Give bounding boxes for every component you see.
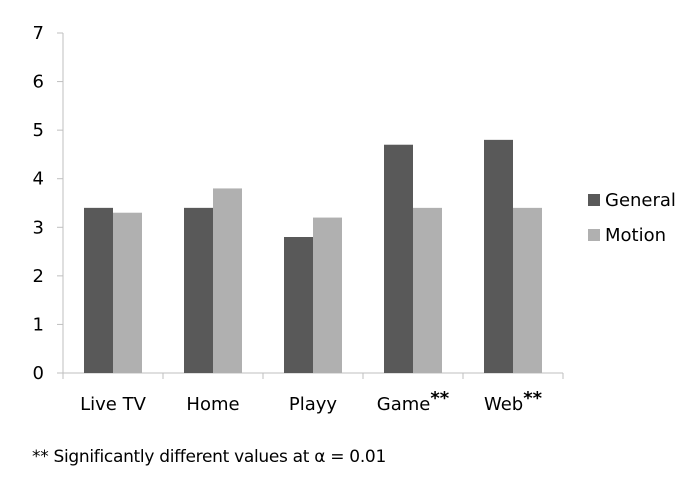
bar-motion (413, 207, 442, 373)
bar-motion (213, 188, 242, 373)
significance-marker: ** (523, 388, 542, 409)
y-tick-label: 6 (33, 72, 44, 93)
y-tick-label: 0 (33, 363, 44, 384)
legend-label-general: General (605, 190, 676, 211)
bar-general (384, 144, 413, 373)
significance-marker: ** (430, 388, 449, 409)
bar-motion (313, 217, 342, 373)
x-tick-labels: Live TV Home Playy Game** Web** (80, 388, 543, 415)
legend: General Motion (588, 190, 676, 246)
legend-swatch-general (588, 194, 600, 206)
x-axis (62, 372, 564, 379)
legend-swatch-motion (588, 229, 600, 241)
legend-label-motion: Motion (605, 225, 666, 246)
x-tick-label: Live TV (80, 394, 146, 415)
footnote: ** Significantly different values at α =… (32, 447, 386, 467)
bars (84, 139, 542, 373)
y-axis: 0 1 2 3 4 5 6 7 (33, 23, 64, 384)
y-tick-label: 7 (33, 23, 44, 44)
bar-motion (113, 212, 142, 373)
x-tick-label: Web** (484, 388, 543, 415)
bar-chart: 0 1 2 3 4 5 6 7 Live TV Home Playy Game** Web** Gen… (33, 23, 676, 415)
y-tick-label: 1 (33, 314, 44, 335)
x-tick-label: Home (186, 394, 239, 415)
bar-motion (513, 207, 542, 373)
bar-general (184, 207, 213, 373)
x-tick-label: Playy (289, 394, 338, 415)
bar-general (484, 139, 513, 373)
y-tick-label: 3 (33, 217, 44, 238)
y-tick-label: 2 (33, 266, 44, 287)
y-tick-label: 4 (33, 169, 44, 190)
bar-general (84, 207, 113, 373)
y-tick-label: 5 (33, 120, 44, 141)
bar-general (284, 237, 313, 373)
x-tick-label: Game** (377, 388, 450, 415)
